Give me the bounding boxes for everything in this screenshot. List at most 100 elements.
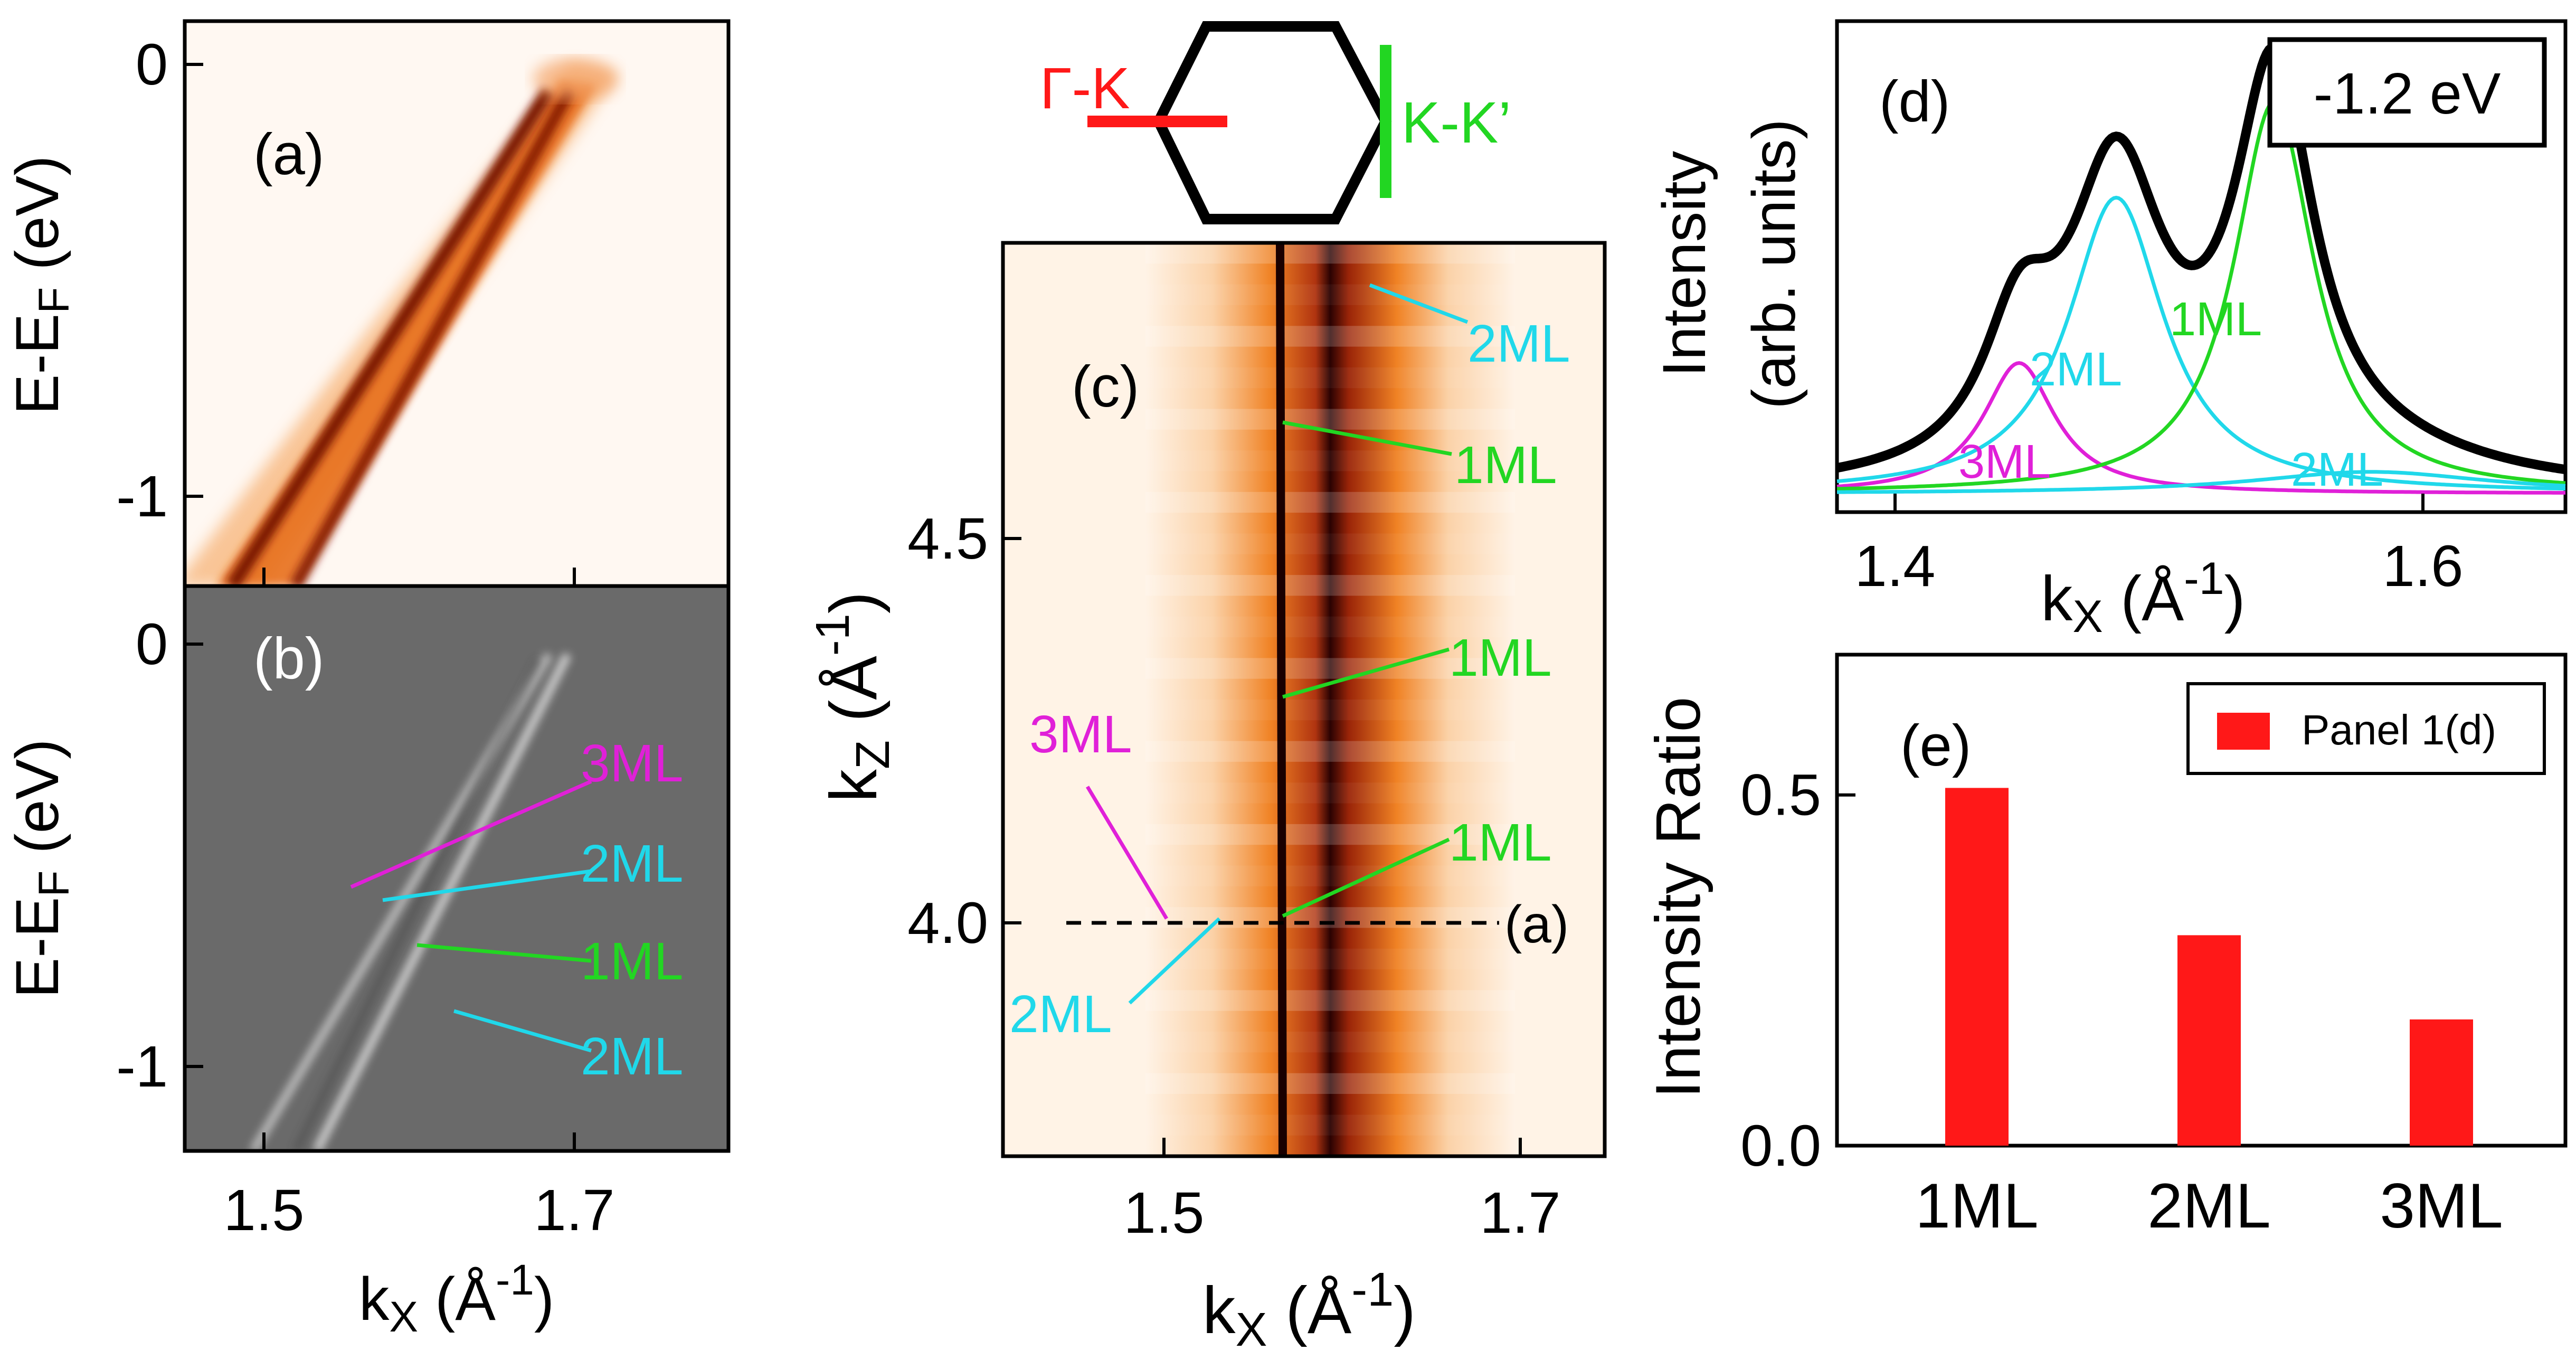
panel-c-stripe [1145,367,1515,389]
panel-e-ytick-label-1: 0.5 [1740,763,1821,828]
panel-c-stripe [1145,990,1515,1011]
panel-c-line-3ml [1085,786,1169,920]
panel-e-bar-3ml [2410,1019,2473,1146]
panel-d: (d) -1.2 eV 3ML 2ML 1ML 2ML 1.4 1.6 kX (… [1651,19,2568,642]
panel-c-line-1ml-c [1282,837,1450,918]
bz-kk-label: K-K’ [1401,90,1511,155]
panel-c-column [1145,243,1515,1156]
panel-a-label: (a) [253,122,324,187]
panel-c-ylabel: kZ (Å-1) [807,592,899,802]
panel-e-xtick-label-3ml: 3ML [2380,1170,2503,1241]
panel-b-line-2ml-b [453,1009,592,1053]
panel-a-band-1 [226,86,555,586]
bz-gk-label: Γ-K [1040,56,1130,121]
panel-b-line-3ml [350,779,592,889]
panel-c-stripe [1145,450,1515,471]
panel-d-xtick-label-14: 1.4 [1855,534,1936,599]
panel-d-ylabel-line1: Intensity [1651,150,1718,377]
panel-c-line-1ml-b [1282,647,1450,699]
panel-c-stripe [1145,782,1515,804]
panel-c-central-band [1276,243,1287,1156]
panel-c-stripe [1145,284,1515,305]
panel-c-stripe [1145,492,1515,513]
panel-e-xtick-label-2ml: 2ML [2147,1170,2270,1241]
panel-d-series-3ml-0 [1836,361,2565,495]
panel-e-bars: 1ML 2ML 3ML 0.0 0.5 [1740,763,2503,1241]
panel-c-stripe [1145,1115,1515,1136]
panel-c-stripe [1145,658,1515,679]
panel-c-stripe [1145,616,1515,637]
panel-c-annot-2ml-top: 2ML [1467,314,1570,373]
panel-e-ylabel: Intensity Ratio [1643,697,1713,1098]
panel-c-stripe [1145,865,1515,886]
panel-c-stripe [1145,948,1515,970]
panel-c-annot-3ml: 3ML [1029,705,1132,764]
panel-e-ytick-label-0: 0.0 [1740,1113,1821,1178]
panel-d-annot-2ml-a: 2ML [2030,343,2122,396]
panel-b-annot-3ml: 3ML [581,734,684,793]
panel-d-series-1ml-2 [1836,100,2566,491]
panel-e-bar-2ml [2177,935,2241,1146]
panel-c-xtick-label-15: 1.5 [1124,1180,1205,1245]
panel-c-ytick-label-45: 4.5 [907,506,988,571]
panel-c-stripe [1145,575,1515,596]
panel-b-ylabel: E-EF (eV) [4,739,78,998]
panel-d-annot-3ml: 3ML [1958,436,2051,488]
panel-c-annot-1ml-c: 1ML [1449,813,1552,872]
panel-b-xlabel: kX (Å-1) [359,1256,554,1341]
panel-c-label: (c) [1072,354,1139,419]
panel-a: (a) 0 -1 E-EF (eV) [4,19,731,588]
panel-d-total-curve [1836,42,2566,475]
panel-d-series-2ml-1 [1836,195,2566,491]
panel-c-stripe [1145,907,1515,928]
panel-b-xtick-label-2: 1.7 [534,1178,615,1243]
panel-c-annot-2ml-bot: 2ML [1009,985,1112,1044]
panel-c-stripe [1145,741,1515,762]
panel-a-ytick-label-m1: -1 [116,464,168,529]
panel-c-line-1ml-a [1282,420,1452,456]
panel-c-frame [1001,241,1607,1158]
panel-b-band-2 [312,653,572,1151]
brillouin-zone-diagram: Γ-K K-K’ [1040,21,1511,224]
panel-b-annot-1ml: 1ML [581,932,684,991]
panel-e-legend-label: Panel 1(d) [2302,706,2496,753]
panel-b-line-1ml [416,943,592,963]
panel-c-stripe [1145,243,1515,264]
panel-d-xlabel: kX (Å-1) [2041,553,2245,642]
panel-b-ytick-label-0: 0 [136,612,168,677]
panel-c-annot-1ml-a: 1ML [1454,436,1557,495]
panel-c-ytick-label-40: 4.0 [907,891,988,956]
panel-b-frame [183,584,731,1153]
panel-c-line-2ml-bot [1128,917,1221,1005]
panel-b-annot-2ml-a: 2ML [581,834,684,893]
panel-c-stripe [1145,824,1515,845]
panel-e: 1ML 2ML 3ML 0.0 0.5 (e) Panel 1(d) Intensity… [1643,653,2568,1241]
panel-c-line-2ml-top [1369,283,1469,324]
panel-c-annot-1ml-b: 1ML [1449,628,1552,687]
panel-d-energy-label: -1.2 eV [2314,61,2501,126]
panel-d-series-2ml-3 [1837,470,2566,494]
panel-c-stripe [1145,1032,1515,1053]
panel-d-xtick-label-16: 1.6 [2383,534,2464,599]
panel-a-ytick-label-0: 0 [136,32,168,97]
panel-c-stripe [1145,326,1515,347]
panel-c-stripe [1145,533,1515,554]
panel-a-top-glow [533,58,618,100]
panel-c-stripe [1145,409,1515,430]
panel-a-ylabel: E-EF (eV) [4,155,78,414]
panel-b-label: (b) [253,626,324,691]
panel-d-label: (d) [1879,69,1950,134]
panel-c-cut-label: (a) [1504,895,1569,954]
panel-c: (c) 2ML 1ML 1ML 3ML 1ML 2ML (a) 4.5 4.0 … [807,241,1607,1356]
panel-b-annot-2ml-b: 2ML [581,1027,684,1086]
panel-b: (b) 3ML 2ML 1ML 2ML 0 -1 E-EF (eV) 1.5 1… [4,584,731,1341]
panel-c-stripe [1145,700,1515,721]
panel-a-band-2 [290,87,576,586]
panel-e-label: (e) [1900,713,1971,778]
panel-c-xtick-label-17: 1.7 [1480,1180,1561,1245]
panel-b-xtick-label-1: 1.5 [224,1178,305,1243]
panel-c-stripe [1145,1073,1515,1094]
panel-b-ytick-label-m1: -1 [116,1034,168,1099]
panel-d-annot-2ml-b: 2ML [2291,443,2383,496]
panel-b-band-3 [293,658,541,1151]
